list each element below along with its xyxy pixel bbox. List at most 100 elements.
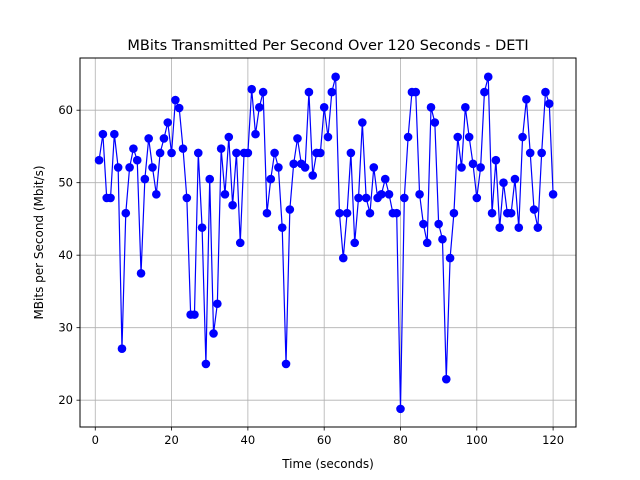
data-point (224, 132, 234, 142)
data-point (434, 219, 443, 229)
data-point (430, 118, 440, 127)
data-point (338, 253, 348, 263)
data-point (113, 163, 123, 172)
data-point (117, 344, 127, 354)
data-point (106, 193, 115, 203)
x-tick-label: 60 (317, 433, 332, 447)
data-point (529, 205, 539, 214)
data-point (327, 87, 337, 97)
x-tick-label: 120 (542, 433, 564, 447)
data-point (358, 118, 367, 127)
data-point (132, 155, 142, 165)
data-point (468, 159, 478, 169)
data-point (415, 189, 424, 199)
data-point (220, 189, 230, 199)
data-point (400, 193, 409, 203)
data-point (190, 310, 199, 319)
data-point (510, 174, 520, 184)
x-tick-label: 100 (466, 433, 488, 447)
data-point (449, 208, 459, 218)
data-point (506, 208, 516, 218)
data-point (232, 148, 241, 158)
data-point (480, 87, 489, 97)
data-point (350, 238, 360, 248)
data-point (319, 102, 329, 112)
series-layer (94, 72, 558, 414)
x-axis-label: Time (seconds) (281, 457, 374, 471)
data-point (457, 163, 466, 172)
data-point (472, 193, 482, 203)
data-point (380, 174, 390, 184)
data-point (182, 193, 192, 203)
data-point (453, 132, 463, 142)
x-tick-label: 0 (92, 433, 99, 447)
data-point (174, 103, 184, 113)
data-point (422, 238, 432, 248)
data-point (247, 84, 256, 94)
data-point (193, 148, 203, 158)
data-point (159, 134, 169, 143)
data-point (243, 148, 253, 158)
x-tick-label: 80 (393, 433, 408, 447)
data-point (209, 329, 218, 338)
data-point (419, 219, 428, 229)
data-point (148, 163, 157, 172)
data-point (544, 99, 554, 108)
data-point (354, 193, 363, 203)
data-point (300, 163, 310, 172)
data-point (541, 87, 550, 97)
data-point (121, 208, 131, 218)
data-point (491, 155, 501, 165)
grid (80, 58, 576, 427)
data-point (144, 134, 153, 143)
data-point (216, 144, 226, 153)
ticks: 0 20 40 60 80 100 120 20 30 40 50 60 (58, 103, 564, 447)
data-point (392, 208, 401, 218)
data-point (228, 200, 237, 210)
data-point (377, 189, 386, 199)
data-point (262, 208, 272, 218)
data-point (331, 72, 340, 82)
data-point (178, 144, 188, 153)
y-tick-label: 30 (58, 321, 73, 335)
data-point (384, 189, 394, 199)
data-point (438, 234, 447, 244)
data-point (537, 148, 546, 158)
data-point (171, 95, 180, 105)
data-point (522, 95, 531, 104)
data-point (369, 163, 379, 172)
data-point (110, 129, 119, 139)
data-point (335, 208, 344, 218)
data-point (293, 134, 302, 143)
data-point (403, 132, 413, 142)
data-point (342, 208, 352, 218)
data-point (308, 171, 318, 180)
data-point (518, 132, 527, 142)
data-point (495, 223, 504, 232)
data-point (136, 269, 146, 278)
data-point (270, 148, 279, 158)
data-point (167, 148, 176, 158)
data-point (213, 299, 222, 309)
data-point (125, 163, 134, 172)
data-point (396, 404, 405, 414)
y-tick-label: 60 (58, 103, 73, 117)
y-tick-label: 50 (58, 176, 73, 190)
data-point (281, 359, 291, 369)
y-tick-label: 40 (58, 248, 73, 262)
data-point (277, 223, 287, 232)
data-point (464, 132, 474, 142)
data-point (316, 148, 325, 158)
x-tick-label: 20 (164, 433, 179, 447)
data-point (441, 374, 451, 384)
data-point (304, 87, 314, 97)
data-point (155, 148, 165, 158)
data-point (255, 102, 264, 112)
data-point (533, 223, 543, 232)
data-point (461, 102, 470, 112)
data-point (548, 189, 558, 199)
data-point (483, 72, 493, 82)
data-point (163, 118, 173, 127)
